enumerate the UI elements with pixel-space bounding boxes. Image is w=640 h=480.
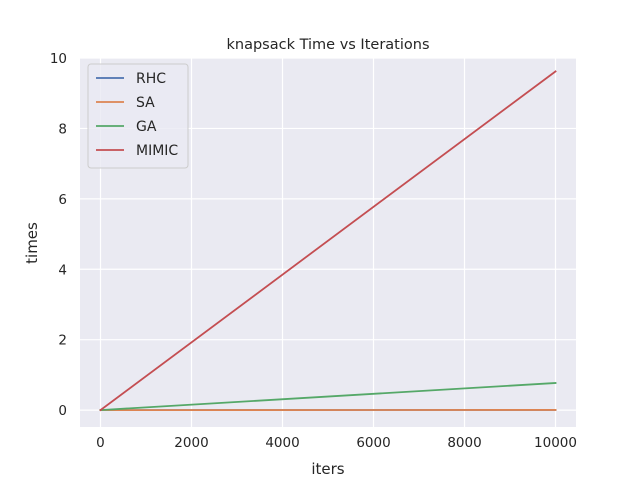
y-axis-label: times (23, 222, 41, 264)
y-tick-label: 4 (58, 262, 67, 278)
series-line-ga (99, 382, 557, 412)
x-tick-label: 2000 (174, 435, 208, 451)
grid (80, 57, 576, 427)
x-tick-label: 6000 (356, 435, 390, 451)
x-tick-label: 8000 (447, 435, 481, 451)
legend-label-ga: GA (136, 119, 157, 135)
x-tick-label: 0 (96, 435, 105, 451)
x-tick-label: 10000 (534, 435, 577, 451)
series-lines (99, 70, 557, 412)
legend: RHC SA GA MIMIC (87, 63, 189, 169)
y-tick-label: 0 (58, 403, 67, 419)
legend-label-sa: SA (136, 95, 155, 111)
y-tick-label: 8 (58, 121, 67, 137)
legend-box (87, 63, 189, 169)
y-tick-label: 10 (50, 51, 67, 67)
y-tick-label: 6 (58, 192, 67, 208)
tick-labels: 0 2000 4000 6000 8000 10000 0 2 4 6 8 10 (50, 51, 577, 451)
series-line-mimic (99, 70, 557, 412)
x-tick-label: 4000 (265, 435, 299, 451)
legend-label-mimic: MIMIC (136, 143, 178, 159)
chart-title: knapsack Time vs Iterations (227, 37, 430, 53)
x-axis-label: iters (311, 460, 344, 478)
y-tick-label: 2 (58, 333, 67, 349)
legend-label-rhc: RHC (136, 71, 166, 87)
